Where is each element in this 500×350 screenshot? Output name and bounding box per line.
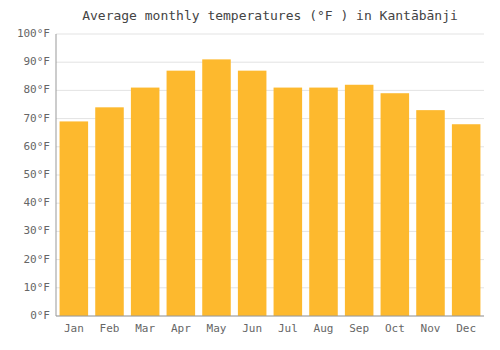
- x-tick-label: Dec: [456, 322, 476, 335]
- y-tick-label: 90°F: [24, 55, 51, 68]
- x-tick-label: Sep: [349, 322, 369, 335]
- bar: [381, 93, 410, 316]
- bar: [416, 110, 445, 316]
- grid-line: [56, 316, 484, 317]
- y-tick-label: 20°F: [24, 253, 51, 266]
- y-tick-label: 100°F: [17, 27, 50, 40]
- y-tick-label: 30°F: [24, 224, 51, 237]
- x-tick-label: Apr: [171, 322, 191, 335]
- x-axis-line: [56, 316, 484, 317]
- x-tick-label: Jun: [242, 322, 262, 335]
- y-tick-label: 10°F: [24, 281, 51, 294]
- title: Average monthly temperatures (°F ) in Ka…: [82, 8, 458, 23]
- x-tick-label: Aug: [314, 322, 334, 335]
- x-tick-label: Oct: [385, 322, 405, 335]
- grid-line: [56, 62, 484, 63]
- page: {"chart_data": {"type": "bar", "title": …: [0, 0, 500, 350]
- y-axis: 0°F 10°F 20°F 30°F 40°F 50°F 60°F 70°F 80°F 90°F 1…: [17, 27, 50, 322]
- x-tick-label: May: [207, 322, 227, 335]
- grid: [56, 34, 484, 316]
- y-tick-label: 0°F: [30, 309, 50, 322]
- y-tick-label: 80°F: [24, 83, 51, 96]
- x-tick-label: Mar: [135, 322, 155, 335]
- x-tick-label: Nov: [421, 322, 441, 335]
- y-axis-line: [56, 34, 57, 316]
- chart-container: Average monthly temperatures (°F ) in Ka…: [0, 0, 500, 350]
- x-tick-label: Jul: [278, 322, 298, 335]
- bar: [238, 71, 267, 316]
- x-tick-label: Feb: [100, 322, 120, 335]
- y-tick-label: 60°F: [24, 140, 51, 153]
- y-tick-label: 70°F: [24, 112, 51, 125]
- x-axis: Jan Feb Mar Apr May Jun Jul Aug Sep Oct Nov Dec: [64, 322, 476, 335]
- bar: [60, 121, 89, 316]
- grid-line: [56, 34, 484, 35]
- x-tick-label: Jan: [64, 322, 84, 335]
- y-tick-label: 50°F: [24, 168, 51, 181]
- grid-line: [56, 90, 484, 91]
- bar: [95, 107, 124, 316]
- bar: [345, 85, 374, 316]
- bar: [202, 59, 231, 316]
- y-tick-label: 40°F: [24, 196, 51, 209]
- bars: [60, 59, 481, 316]
- bar: [167, 71, 196, 316]
- bar: [274, 88, 303, 316]
- bar: [131, 88, 160, 316]
- chart: Average monthly temperatures (°F ) in Ka…: [0, 0, 500, 350]
- bar: [309, 88, 338, 316]
- bar: [452, 124, 481, 316]
